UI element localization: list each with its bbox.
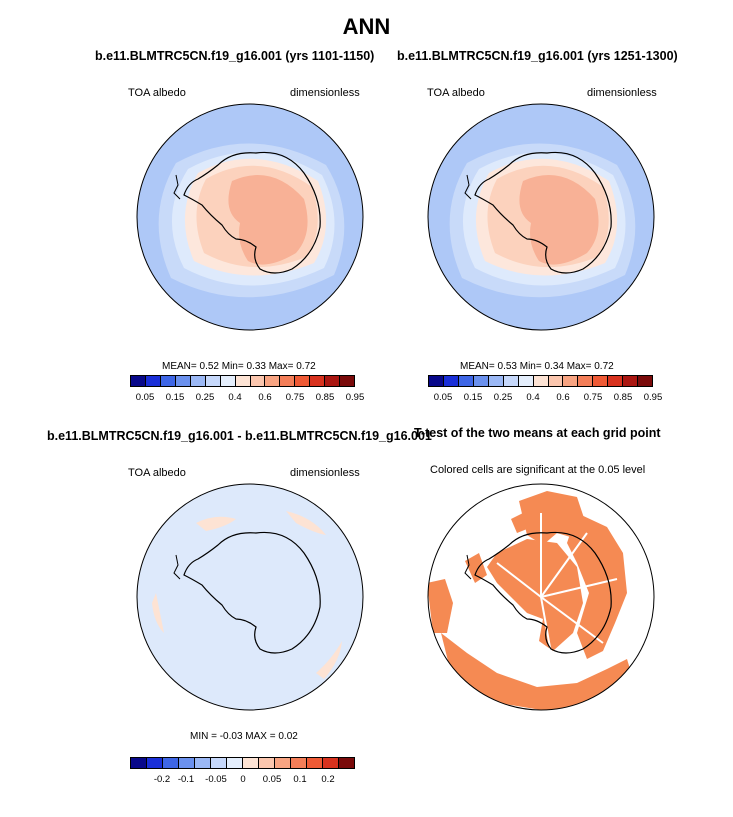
colorbar-swatch	[220, 376, 236, 386]
panel4-title: T-test of the two means at each grid poi…	[414, 426, 661, 440]
colorbar-swatch	[533, 376, 549, 386]
colorbar-swatch	[325, 376, 341, 386]
colorbar-swatch	[163, 758, 179, 768]
colorbar-tick: 0.4	[526, 392, 540, 403]
panel4-note: Colored cells are significant at the 0.0…	[430, 464, 646, 476]
panel2-variable-label: TOA albedo	[427, 87, 485, 99]
colorbar-tick: 0.4	[228, 392, 242, 403]
panel3-colorbar-ticks: -0.2 -0.1 -0.05 0 0.05 0.1 0.2	[130, 774, 357, 786]
panel1-variable-label: TOA albedo	[128, 87, 186, 99]
panel1-units-label: dimensionless	[290, 87, 360, 99]
colorbar-swatch	[145, 376, 161, 386]
colorbar-tick: 0.2	[321, 774, 335, 785]
colorbar-tick: 0.95	[345, 392, 365, 403]
colorbar-swatch	[259, 758, 275, 768]
colorbar-tick: 0.75	[583, 392, 603, 403]
colorbar-tick: 0	[240, 774, 246, 785]
colorbar-swatch	[503, 376, 519, 386]
colorbar-tick: 0.75	[285, 392, 305, 403]
colorbar-tick: 0.6	[258, 392, 272, 403]
colorbar-tick: 0.85	[315, 392, 335, 403]
main-title: ANN	[342, 14, 391, 39]
panel1-polar-map	[136, 103, 364, 331]
panel1-title: b.e11.BLMTRC5CN.f19_g16.001 (yrs 1101-11…	[95, 49, 375, 63]
colorbar-swatch	[429, 376, 444, 386]
colorbar-tick: 0.85	[613, 392, 633, 403]
colorbar-tick: 0.05	[135, 392, 155, 403]
panel3-units-label: dimensionless	[290, 467, 360, 479]
colorbar-swatch	[243, 758, 259, 768]
panel3-title: b.e11.BLMTRC5CN.f19_g16.001 - b.e11.BLMT…	[47, 429, 432, 443]
colorbar-tick: -0.05	[205, 774, 227, 785]
colorbar-tick: -0.1	[177, 774, 195, 785]
colorbar-tick: 0.25	[493, 392, 513, 403]
colorbar-swatch	[190, 376, 206, 386]
colorbar-swatch	[578, 376, 594, 386]
colorbar-swatch	[473, 376, 489, 386]
panel4-polar-map	[427, 483, 655, 711]
colorbar-swatch	[179, 758, 195, 768]
colorbar-swatch	[295, 376, 311, 386]
panel1-colorbar	[130, 375, 355, 387]
colorbar-swatch	[147, 758, 163, 768]
panel1-colorbar-ticks: 0.05 0.15 0.25 0.4 0.6 0.75 0.85 0.95	[130, 392, 365, 404]
colorbar-swatch	[340, 376, 355, 386]
colorbar-swatch	[488, 376, 504, 386]
colorbar-swatch	[205, 376, 221, 386]
colorbar-swatch	[623, 376, 639, 386]
colorbar-swatch	[131, 758, 147, 768]
colorbar-swatch	[291, 758, 307, 768]
colorbar-swatch	[593, 376, 609, 386]
panel3-stats: MIN = -0.03 MAX = 0.02	[190, 731, 298, 742]
colorbar-tick: 0.05	[262, 774, 282, 785]
colorbar-swatch	[638, 376, 653, 386]
colorbar-swatch	[548, 376, 564, 386]
colorbar-tick: 0.15	[463, 392, 483, 403]
colorbar-swatch	[307, 758, 323, 768]
colorbar-tick: -0.2	[153, 774, 171, 785]
colorbar-tick: 0.25	[195, 392, 215, 403]
colorbar-swatch	[131, 376, 146, 386]
colorbar-tick: 0.05	[433, 392, 453, 403]
panel3-polar-map	[136, 483, 364, 711]
colorbar-swatch	[235, 376, 251, 386]
panel2-units-label: dimensionless	[587, 87, 657, 99]
panel3-colorbar	[130, 757, 355, 769]
colorbar-swatch	[280, 376, 296, 386]
colorbar-tick: 0.95	[643, 392, 663, 403]
panel2-polar-map	[427, 103, 655, 331]
colorbar-swatch	[310, 376, 326, 386]
colorbar-swatch	[265, 376, 281, 386]
colorbar-swatch	[563, 376, 579, 386]
panel2-title: b.e11.BLMTRC5CN.f19_g16.001 (yrs 1251-13…	[397, 49, 678, 63]
colorbar-swatch	[518, 376, 534, 386]
panel3-variable-label: TOA albedo	[128, 467, 186, 479]
panel2-colorbar	[428, 375, 653, 387]
colorbar-swatch	[443, 376, 459, 386]
colorbar-swatch	[458, 376, 474, 386]
colorbar-swatch	[160, 376, 176, 386]
colorbar-swatch	[323, 758, 339, 768]
colorbar-swatch	[175, 376, 191, 386]
colorbar-swatch	[275, 758, 291, 768]
panel1-stats: MEAN= 0.52 Min= 0.33 Max= 0.72	[162, 361, 316, 372]
colorbar-swatch	[608, 376, 624, 386]
panel2-stats: MEAN= 0.53 Min= 0.34 Max= 0.72	[460, 361, 614, 372]
colorbar-swatch	[211, 758, 227, 768]
colorbar-swatch	[339, 758, 354, 768]
colorbar-tick: 0.6	[556, 392, 570, 403]
colorbar-tick: 0.1	[293, 774, 307, 785]
colorbar-swatch	[195, 758, 211, 768]
panel2-colorbar-ticks: 0.05 0.15 0.25 0.4 0.6 0.75 0.85 0.95	[428, 392, 663, 404]
colorbar-swatch	[250, 376, 266, 386]
colorbar-swatch	[227, 758, 243, 768]
colorbar-tick: 0.15	[165, 392, 185, 403]
